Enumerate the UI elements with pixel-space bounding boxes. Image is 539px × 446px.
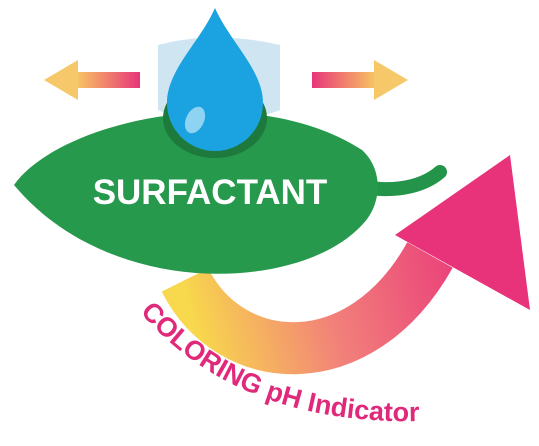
illustration: SURFACTANT COLORING pH Indicator (0, 0, 539, 446)
leaf-stem (370, 172, 440, 189)
right-arrow-head (374, 60, 408, 100)
water-drop (167, 8, 263, 151)
leaf-label: SURFACTANT (93, 173, 328, 212)
left-arrow-head (44, 60, 78, 100)
right-arrow-body (312, 72, 380, 88)
left-arrow-body (72, 72, 140, 88)
